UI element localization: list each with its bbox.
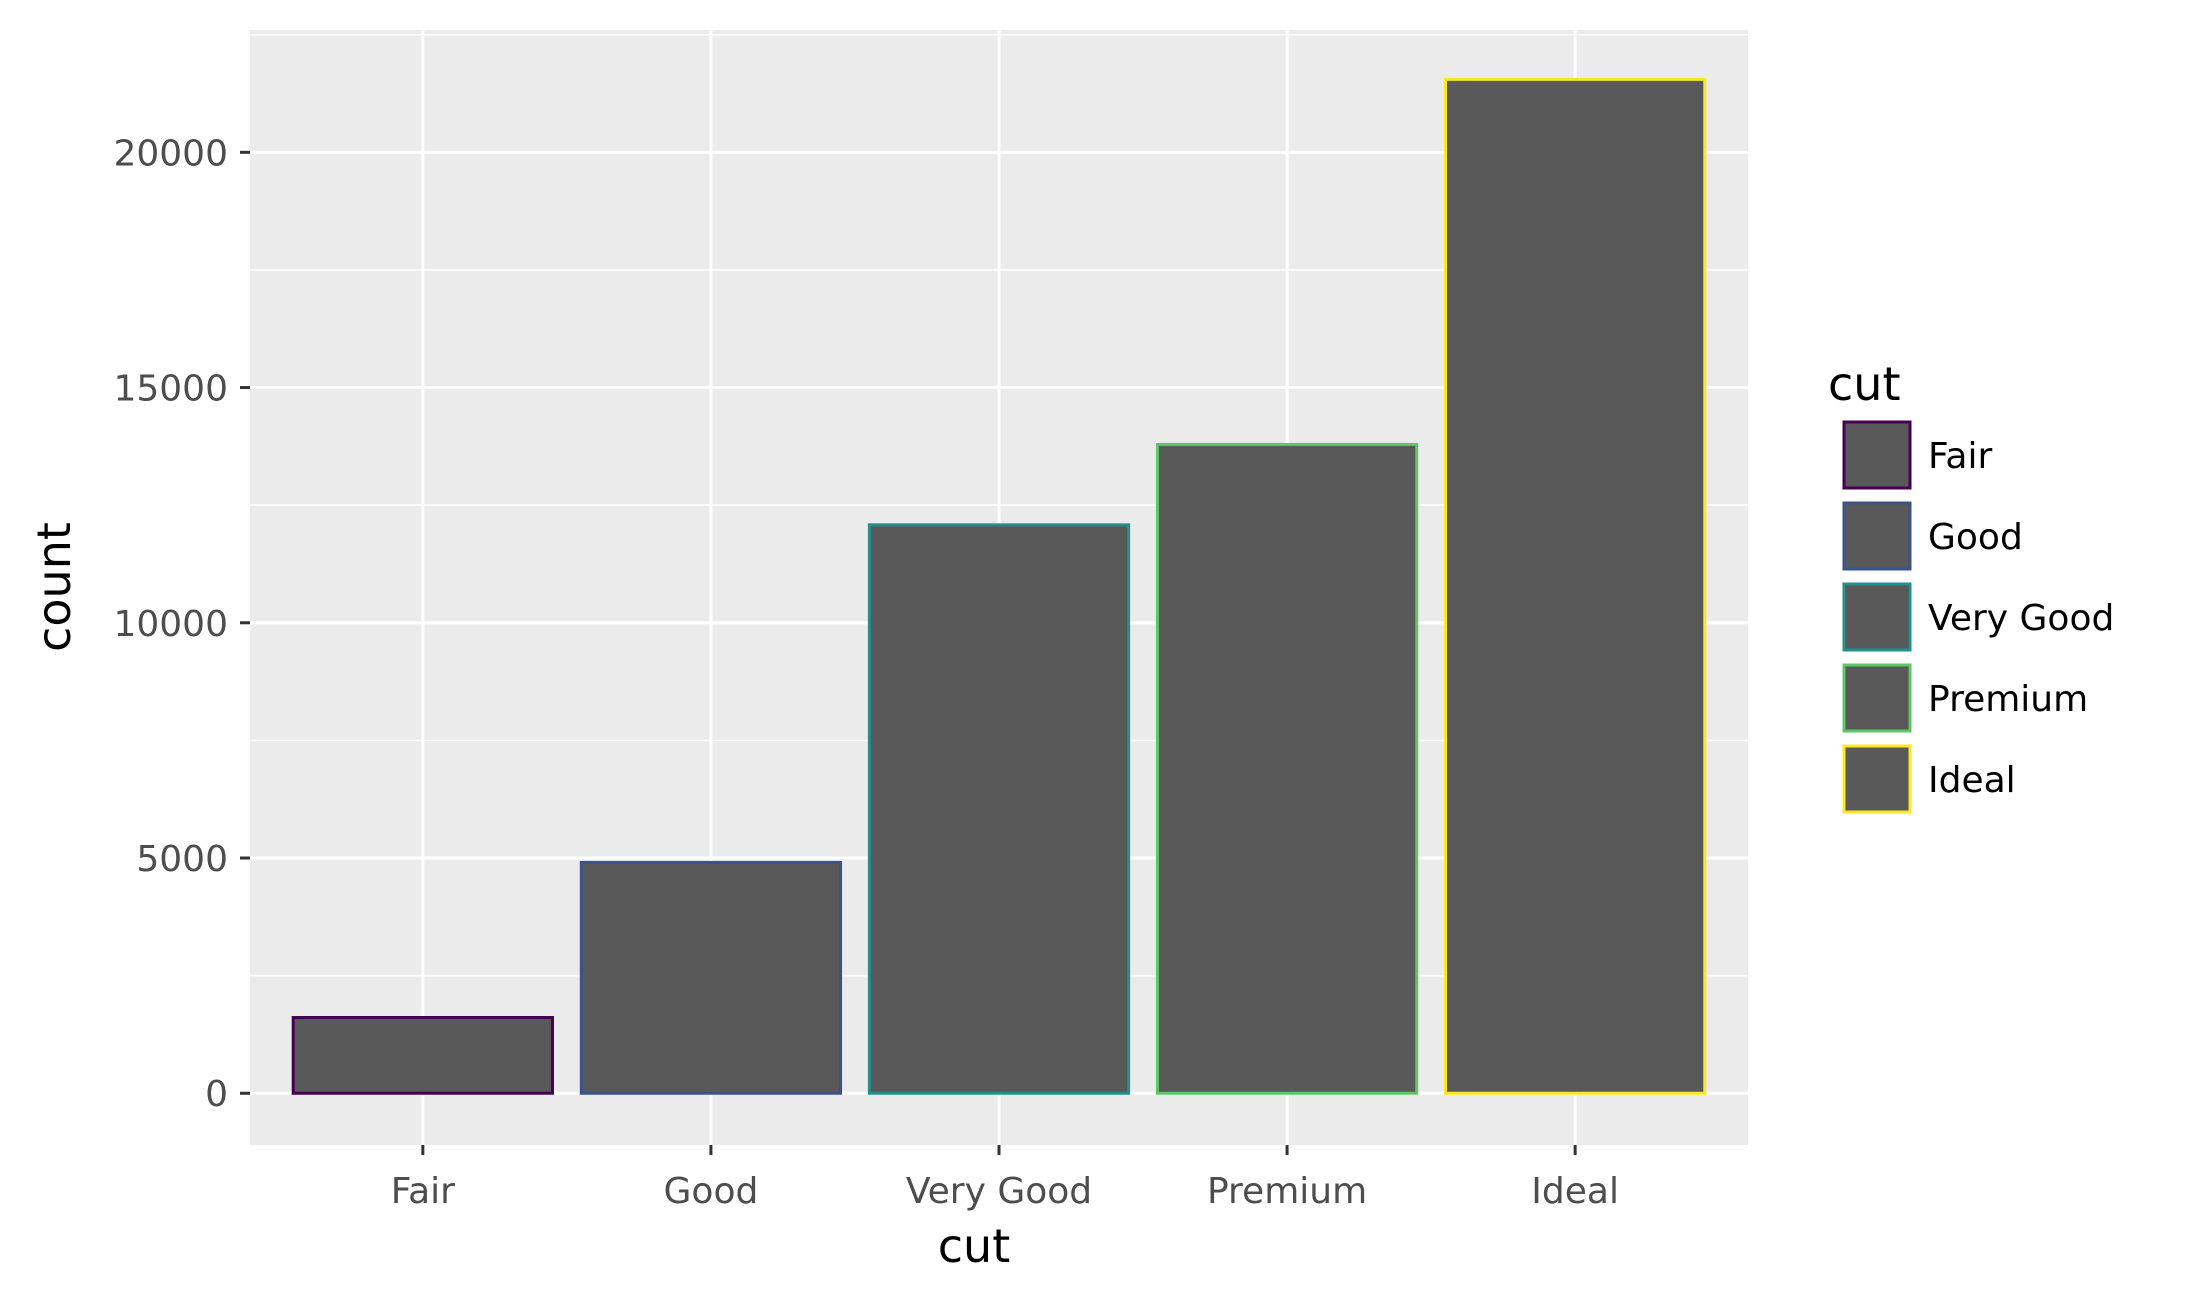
x-axis-title: cut bbox=[938, 1219, 1010, 1273]
bar-premium bbox=[1155, 442, 1419, 1095]
bar-fair bbox=[291, 1016, 554, 1095]
legend-label: Ideal bbox=[1928, 760, 2016, 801]
legend-key bbox=[1842, 420, 1912, 490]
bar-good bbox=[579, 860, 843, 1095]
legend-label: Good bbox=[1928, 517, 2023, 558]
legend-label: Fair bbox=[1928, 436, 1992, 477]
x-tick-label: Good bbox=[664, 1171, 759, 1212]
x-tick-label: Ideal bbox=[1531, 1171, 1619, 1212]
x-tick-label: Very Good bbox=[906, 1171, 1092, 1212]
legend-key bbox=[1842, 582, 1912, 652]
bar-very-good bbox=[867, 523, 1131, 1095]
legend-label: Premium bbox=[1928, 679, 2088, 720]
legend-key bbox=[1842, 744, 1912, 814]
bars bbox=[291, 77, 1707, 1095]
y-axis: 0 5000 10000 15000 20000 bbox=[113, 133, 250, 1115]
legend-key bbox=[1842, 663, 1912, 733]
y-tick-label: 15000 bbox=[113, 369, 228, 410]
x-tick-label: Premium bbox=[1207, 1171, 1367, 1212]
x-axis: Fair Good Very Good Premium Ideal bbox=[391, 1145, 1619, 1212]
legend-key bbox=[1842, 501, 1912, 571]
bar-ideal bbox=[1444, 77, 1707, 1095]
legend: cut Fair Good Very Good Premium Ideal bbox=[1828, 357, 2114, 814]
legend-title: cut bbox=[1828, 357, 1900, 411]
y-axis-title: count bbox=[27, 522, 81, 652]
y-tick-label: 0 bbox=[205, 1074, 228, 1115]
x-tick-label: Fair bbox=[391, 1171, 455, 1212]
y-tick-label: 10000 bbox=[113, 604, 228, 645]
legend-label: Very Good bbox=[1928, 598, 2114, 639]
y-tick-label: 5000 bbox=[136, 839, 228, 880]
y-tick-label: 20000 bbox=[113, 133, 228, 174]
